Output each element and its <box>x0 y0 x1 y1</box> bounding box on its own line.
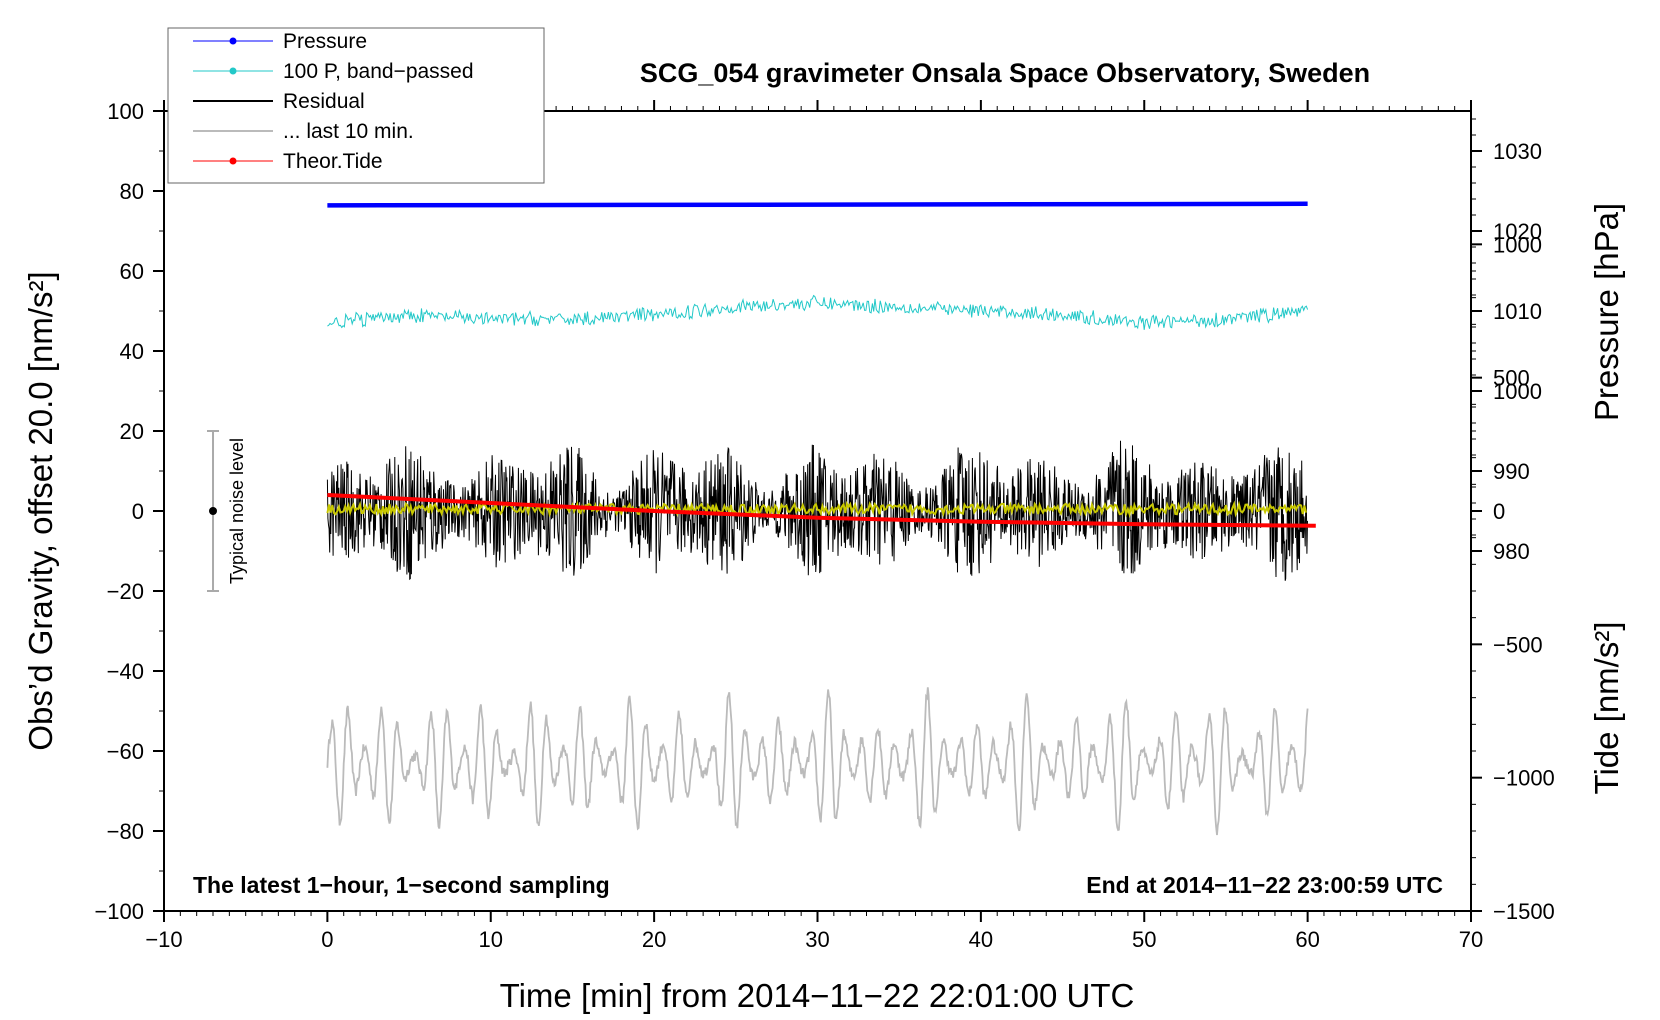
note-end-time: End at 2014−11−22 23:00:59 UTC <box>1086 872 1443 898</box>
x-tick-label: 70 <box>1459 927 1483 952</box>
y-tick-label: −40 <box>107 659 144 684</box>
pressure-axis: 980 990 1000 1010 1020 1030 <box>1471 118 1542 564</box>
noise-indicator: Typical noise level <box>207 430 247 592</box>
noise-center-dot <box>209 507 218 515</box>
pressure-tick-label: 1000 <box>1493 379 1542 404</box>
legend-label-bandpassed: 100 P, band−passed <box>283 60 474 83</box>
x-tick-label: 0 <box>321 927 333 952</box>
y-tick-label: −20 <box>107 579 144 604</box>
x-axis: −10 0 10 20 30 40 50 60 70 <box>145 100 1483 952</box>
tide-tick-label: 0 <box>1493 499 1505 524</box>
tide-tick-label: −500 <box>1493 632 1543 657</box>
x-axis-label: Time [min] from 2014−11−22 22:01:00 UTC <box>500 977 1135 1014</box>
x-tick-label: 50 <box>1132 927 1156 952</box>
y-axis-left: −100 −80 −60 −40 −20 0 20 40 60 80 100 <box>94 99 164 924</box>
series-layer <box>326 201 1316 836</box>
x-tick-label: −10 <box>145 927 182 952</box>
pressure-tick-label: 1030 <box>1493 139 1542 164</box>
tide-tick-label: −1500 <box>1493 899 1555 924</box>
legend-label-residual: Residual <box>283 90 365 113</box>
y-tick-label: 0 <box>132 499 144 524</box>
tide-tick-label: −1000 <box>1493 766 1555 791</box>
x-tick-label: 30 <box>805 927 829 952</box>
y-tick-label: −80 <box>107 819 144 844</box>
series-theoretical-tide <box>327 493 1316 528</box>
y-tick-label: 60 <box>120 259 144 284</box>
y-tick-label: −100 <box>94 899 144 924</box>
y-tick-label: 20 <box>120 419 144 444</box>
x-tick-label: 60 <box>1295 927 1319 952</box>
pressure-axis-label: Pressure [hPa] <box>1588 203 1625 421</box>
series-residual-smoothed <box>326 500 1307 519</box>
chart-title: SCG_054 gravimeter Onsala Space Observat… <box>640 58 1370 88</box>
legend-box <box>167 27 545 184</box>
legend-label-tide: Theor.Tide <box>283 150 383 173</box>
tide-tick-label: 500 <box>1493 366 1530 391</box>
x-tick-label: 10 <box>479 927 503 952</box>
y-tick-label: 80 <box>120 179 144 204</box>
noise-label: Typical noise level <box>227 438 247 584</box>
series-last-10-min <box>326 687 1309 836</box>
pressure-tick-label: 990 <box>1493 459 1530 484</box>
x-tick-label: 20 <box>642 927 666 952</box>
pressure-tick-label: 1020 <box>1493 219 1542 244</box>
y-axis-label: Obs’d Gravity, offset 20.0 [nm/s²] <box>22 271 59 750</box>
y-tick-label: −60 <box>107 739 144 764</box>
legend-label-pressure: Pressure <box>283 30 367 53</box>
tide-axis-label: Tide [nm/s²] <box>1588 622 1625 795</box>
tide-tick-label: 1000 <box>1493 232 1542 257</box>
legend-label-last10: ... last 10 min. <box>283 120 414 143</box>
series-pressure <box>327 201 1308 208</box>
x-tick-label: 40 <box>969 927 993 952</box>
legend-marker-pressure <box>229 37 237 45</box>
note-sampling: The latest 1−hour, 1−second sampling <box>193 872 610 898</box>
series-band-passed-pressure <box>327 294 1309 330</box>
pressure-tick-label: 980 <box>1493 539 1530 564</box>
legend-marker-bandpassed <box>229 67 237 75</box>
legend: Pressure 100 P, band−passed Residual ...… <box>167 27 545 184</box>
legend-marker-tide <box>229 157 237 165</box>
pressure-tick-label: 1010 <box>1493 299 1542 324</box>
series-residual <box>326 440 1308 581</box>
y-tick-label: 40 <box>120 339 144 364</box>
y-tick-label: 100 <box>107 99 144 124</box>
